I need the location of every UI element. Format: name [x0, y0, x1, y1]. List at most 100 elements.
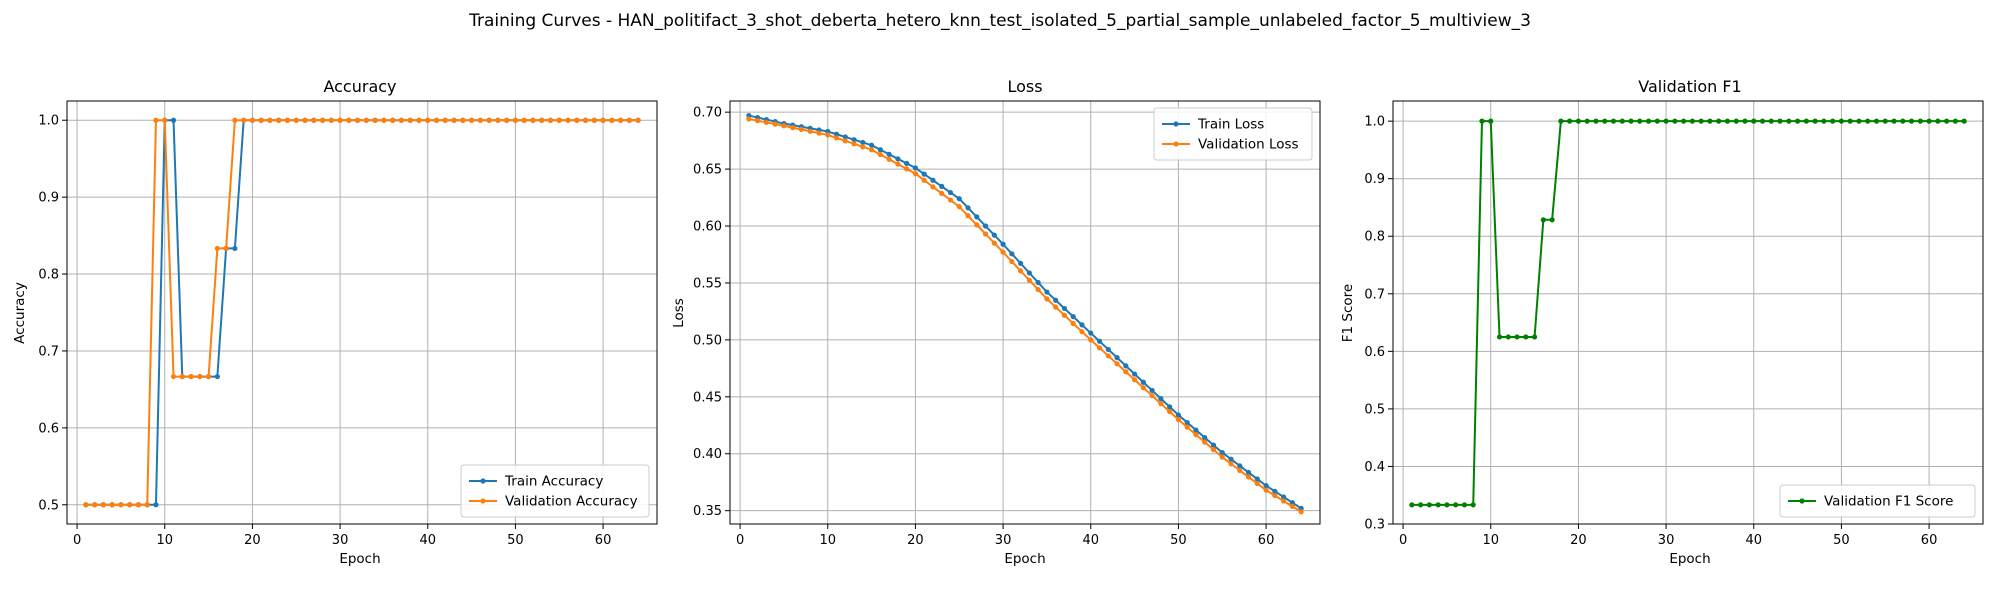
validation-accuracy-point [100, 502, 106, 508]
validation-loss-point [1175, 416, 1182, 423]
validation-f1-score-point [1944, 118, 1950, 124]
validation-f1-score-point [1698, 118, 1704, 124]
validation-loss-point [807, 128, 813, 134]
validation-accuracy-point [267, 117, 273, 123]
accuracy-y-tick-label: 0.7 [38, 344, 59, 359]
validation-f1-score-point [1821, 118, 1827, 124]
validation-loss-point [939, 190, 945, 197]
validation-f1-score-point [1961, 118, 1967, 124]
f1-x-tick-label: 60 [1921, 533, 1938, 548]
train-loss-point [1088, 330, 1094, 336]
validation-f1-score-point [1681, 118, 1687, 124]
train-loss-point [842, 134, 848, 140]
validation-loss-point [1018, 268, 1024, 274]
accuracy-y-tick-label: 0.6 [38, 421, 59, 436]
validation-accuracy-point [486, 117, 492, 123]
train-loss-point [1123, 363, 1129, 369]
validation-loss-point [772, 121, 778, 127]
accuracy-panel-title: Accuracy [323, 77, 396, 96]
loss-x-tick-label: 20 [907, 533, 924, 548]
validation-f1-score-point [1610, 118, 1617, 124]
validation-loss-point [1228, 461, 1234, 467]
validation-f1-score-point [1444, 502, 1450, 508]
train-loss-point [904, 160, 910, 166]
train-loss-point [947, 189, 954, 196]
validation-f1-score-legend-label: Validation F1 Score [1824, 494, 1953, 510]
validation-accuracy-point [170, 373, 177, 380]
validation-f1-score-point [1514, 334, 1520, 340]
validation-accuracy-point [214, 245, 220, 252]
train-accuracy-point [232, 245, 238, 252]
train-loss-point [877, 147, 883, 153]
validation-accuracy-point [390, 117, 396, 123]
validation-accuracy-point [363, 117, 369, 123]
validation-loss-point [1131, 377, 1138, 383]
validation-f1-score-point [1794, 118, 1801, 124]
validation-f1-score-point [1777, 118, 1783, 124]
validation-accuracy-point [276, 117, 282, 123]
validation-accuracy-point [547, 117, 554, 123]
loss-x-tick-label: 0 [736, 533, 744, 548]
accuracy-x-tick-label: 50 [507, 533, 524, 548]
validation-f1-score-point [1952, 118, 1958, 124]
validation-loss-point [816, 130, 822, 136]
validation-loss-point [974, 222, 980, 228]
validation-accuracy-point [284, 117, 291, 123]
f1-x-tick-label: 0 [1399, 533, 1407, 548]
validation-accuracy-point [188, 373, 194, 380]
train-loss-point [1018, 260, 1024, 266]
f1-y-tick-label: 0.6 [1364, 345, 1385, 360]
validation-loss-point [1202, 439, 1208, 445]
validation-f1-score-point [1479, 118, 1485, 124]
loss-y-tick-label: 0.70 [693, 106, 722, 121]
train-loss-point [1245, 469, 1252, 476]
accuracy-plot-frame [66, 100, 658, 525]
accuracy-y-tick-label: 1.0 [38, 114, 59, 129]
validation-accuracy-point [127, 502, 133, 508]
validation-loss-point [1105, 353, 1111, 359]
validation-f1-score-point [1759, 118, 1766, 124]
validation-f1-score-point [1496, 334, 1503, 340]
validation-f1-score-point [1882, 118, 1888, 124]
validation-accuracy-point [293, 117, 299, 123]
validation-loss-point [1193, 432, 1199, 438]
train-loss-point [956, 196, 962, 202]
train-loss-point [1228, 456, 1234, 462]
validation-loss-point [982, 231, 989, 237]
f1-legend-box [1779, 484, 1976, 518]
validation-accuracy-series [83, 117, 641, 508]
loss-y-tick-label: 0.60 [693, 220, 722, 235]
validation-f1-score-point [1470, 502, 1476, 508]
f1-x-tick-label: 10 [1482, 533, 1499, 548]
validation-accuracy-point [574, 117, 580, 123]
loss-y-tick-label: 0.35 [693, 504, 722, 519]
train-loss-point [1263, 483, 1269, 489]
validation-loss-point [1114, 361, 1120, 367]
validation-loss-point [790, 125, 796, 131]
validation-accuracy-point [468, 117, 475, 123]
accuracy-x-tick-label: 20 [244, 533, 261, 548]
validation-accuracy-point [442, 117, 448, 123]
validation-loss-point [921, 177, 927, 183]
validation-f1-score-point [1786, 118, 1792, 124]
train-loss-point [833, 131, 840, 137]
f1-y-tick-label: 0.8 [1364, 230, 1385, 245]
validation-accuracy-point [407, 117, 413, 123]
train-accuracy-line [85, 119, 639, 506]
validation-f1-score-point [1575, 118, 1582, 124]
train-loss-point [1175, 412, 1182, 418]
validation-f1-score-point [1873, 118, 1880, 124]
validation-loss-point [1009, 258, 1015, 265]
validation-loss-point [1070, 320, 1076, 327]
validation-accuracy-line [85, 119, 639, 506]
validation-f1-panel-title: Validation F1 [1638, 77, 1741, 96]
validation-f1-score-series [1409, 118, 1967, 508]
loss-x-tick-label: 10 [819, 533, 836, 548]
validation-accuracy-point [153, 117, 159, 123]
validation-loss-point [763, 119, 769, 126]
validation-loss-line [748, 118, 1302, 513]
validation-accuracy-legend-label: Validation Accuracy [505, 494, 638, 510]
validation-f1-score-point [1900, 118, 1906, 124]
validation-loss-point [930, 184, 936, 190]
validation-f1-score-point [1637, 118, 1643, 124]
